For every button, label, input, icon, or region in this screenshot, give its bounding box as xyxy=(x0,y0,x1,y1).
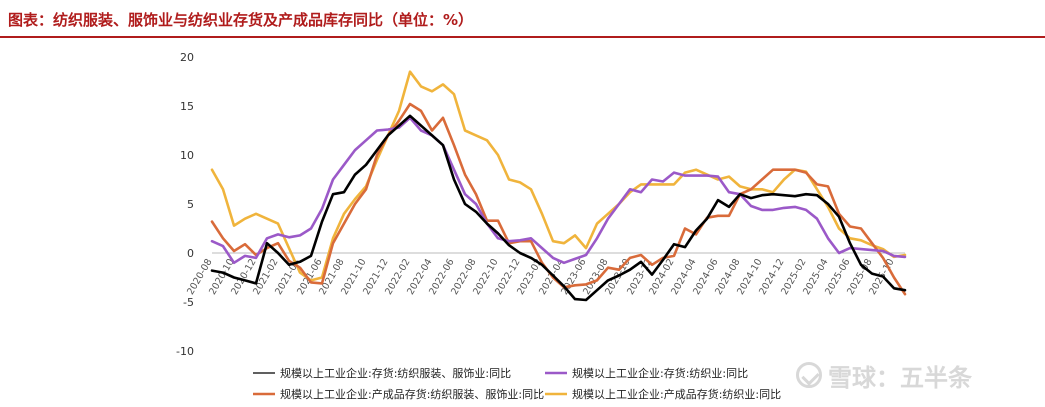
snowball-logo-icon xyxy=(796,362,822,388)
legend-label-2: 规模以上工业企业:存货:纺织业:同比 xyxy=(572,366,748,380)
y-tick-label: -10 xyxy=(176,345,194,358)
y-tick-label: 10 xyxy=(180,149,194,162)
series-line-2 xyxy=(210,116,907,265)
y-tick-label: 15 xyxy=(180,100,194,113)
legend-label-3: 规模以上工业企业:产成品存货:纺织服装、服饰业:同比 xyxy=(280,387,544,401)
y-tick-label: -5 xyxy=(183,296,194,309)
chart-legend: 规模以上工业企业:存货:纺织服装、服饰业:同比 规模以上工业企业:存货:纺织业:同… xyxy=(253,366,781,401)
series-line-1 xyxy=(210,114,907,302)
watermark: 雪球：五半条 xyxy=(796,360,972,392)
y-tick-label: 0 xyxy=(187,247,194,260)
legend-label-1: 规模以上工业企业:存货:纺织服装、服饰业:同比 xyxy=(280,366,511,380)
chart-axes: -10-5051015202020-082020-102020-122021-0… xyxy=(176,51,905,358)
legend-label-4: 规模以上工业企业:产成品存货:纺织业:同比 xyxy=(572,387,781,401)
y-tick-label: 5 xyxy=(187,198,194,211)
chart-title: 图表：纺织服装、服饰业与纺织业存货及产成品库存同比（单位：%） xyxy=(8,11,474,29)
watermark-text: 雪球：五半条 xyxy=(828,363,972,392)
chart-plot: -10-5051015202020-082020-102020-122021-0… xyxy=(176,51,907,401)
title-bar: 图表：纺织服装、服饰业与纺织业存货及产成品库存同比（单位：%） xyxy=(0,0,1045,38)
chart-series xyxy=(210,70,907,302)
y-tick-label: 20 xyxy=(180,51,194,64)
series-line-4 xyxy=(210,70,907,282)
